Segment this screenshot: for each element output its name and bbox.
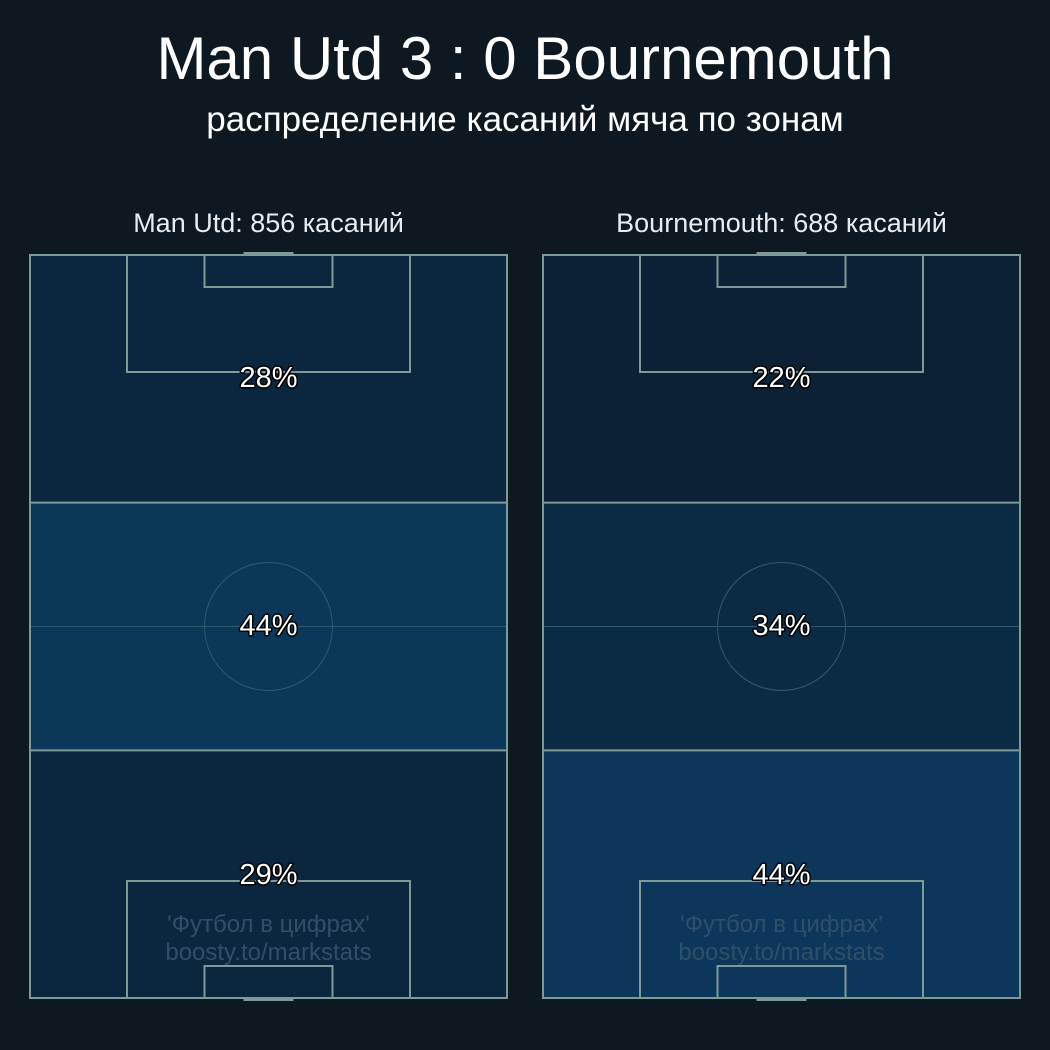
zone-label: 22% [752,362,810,394]
pitch-panel-1: Man Utd: 856 касаний 28% 44% 29% 'Футбол в ц… [29,208,508,1001]
center-circle [204,562,333,691]
watermark-text: boosty.to/markstats [678,939,884,966]
watermark-text: 'Футбол в цифрах' [680,911,883,938]
zone-cell [543,750,1020,998]
zone-label: 44% [752,859,810,891]
zone-label: 34% [752,610,810,642]
zone-label: 29% [239,859,297,891]
zone-cell [30,255,507,503]
center-circle [717,562,846,691]
zone-label: 44% [239,610,297,642]
zone-cell [543,255,1020,503]
watermark-text: 'Футбол в цифрах' [167,911,370,938]
watermark-text: boosty.to/markstats [165,939,371,966]
pitch-panel-2: Bournemouth: 688 касаний 22% 34% 44% 'Футбол… [542,208,1021,1001]
zone-cell [30,750,507,998]
zone-label: 28% [239,362,297,394]
panel-title: Bournemouth: 688 касаний [616,208,947,238]
panel-title: Man Utd: 856 касаний [133,208,404,238]
chart-title: Man Utd 3 : 0 Bournemouth [156,25,894,92]
chart-subtitle: распределение касаний мяча по зонам [206,100,844,139]
